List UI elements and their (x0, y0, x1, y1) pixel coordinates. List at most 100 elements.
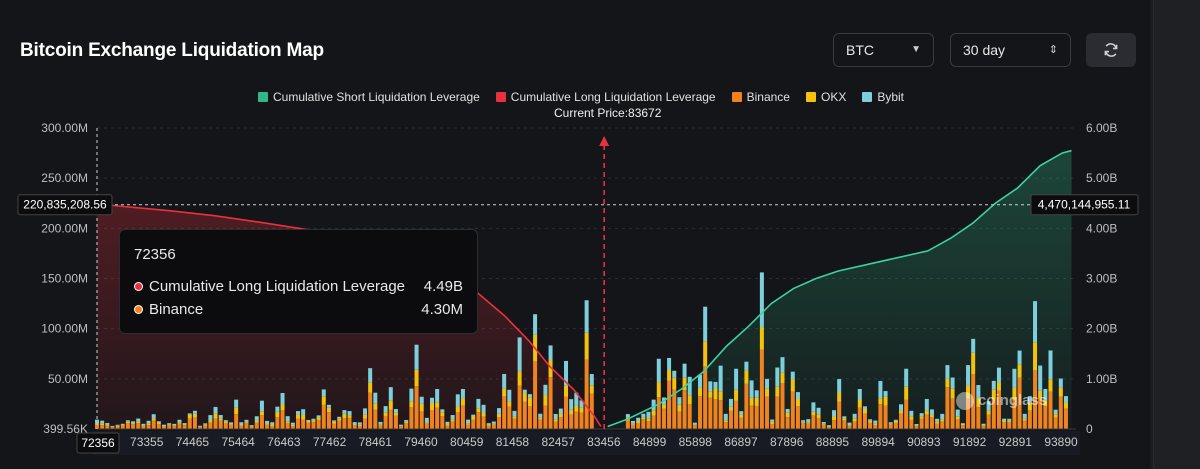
bar-segment-bybit (651, 399, 656, 411)
crosshair-overlay: 220,835,208.56 4,470,144,955.11 72356 (17, 128, 1139, 454)
bar-segment-bybit (569, 399, 574, 410)
bar-segment-binance (971, 374, 976, 429)
bar-segment-bybit (435, 388, 440, 403)
bar-segment-binance (667, 380, 672, 429)
bar-segment-bybit (1022, 413, 1027, 419)
axes: 300.00M 250.00M 200.00M 150.00M 100.00M 50.00… (41, 121, 1117, 455)
bar-segment-bybit (100, 420, 105, 424)
bar-segment-binance (352, 425, 357, 429)
legend-swatch-long (495, 92, 506, 102)
bar-segment-bybit (218, 415, 223, 419)
bar-segment-okx (229, 423, 234, 425)
bar-segment-binance (868, 422, 873, 429)
bar-segment-okx (553, 419, 558, 422)
bar-segment-okx (955, 416, 960, 420)
bar-segment-okx (316, 417, 321, 421)
bar-segment-binance (471, 419, 476, 429)
coin-select[interactable]: BTC ▼ (833, 33, 934, 67)
legend-item-short[interactable]: Cumulative Short Liquidation Leverage (258, 90, 480, 104)
bar-segment-binance (115, 426, 120, 429)
legend-item-bybit[interactable]: Bybit (862, 90, 904, 104)
bar-segment-bybit (929, 409, 934, 415)
bar-segment-okx (1002, 420, 1007, 423)
bar-segment-okx (326, 407, 331, 413)
bar-segment-okx (816, 414, 821, 418)
x-axis-tick: 76463 (267, 435, 301, 449)
bar-segment-okx (218, 418, 223, 421)
bar-segment-okx (579, 407, 584, 413)
bar-segment-binance (259, 415, 264, 429)
watermark: coinglass (956, 392, 1047, 411)
bar-segment-okx (899, 410, 904, 414)
bar-segment-okx (811, 411, 816, 416)
bar-segment-bybit (734, 368, 739, 390)
bar-segment-okx (455, 406, 460, 413)
bar-segment-binance (955, 419, 960, 429)
bar-segment-bybit (682, 363, 687, 378)
bar-segment-binance (218, 420, 223, 429)
x-axis-tick: 89894 (861, 435, 895, 449)
x-axis-tick: 86897 (724, 435, 758, 449)
bar-segment-okx (115, 425, 120, 427)
bar-segment-okx (342, 413, 347, 419)
crosshair-left-value: 220,835,208.56 (23, 198, 107, 212)
bar-segment-bybit (919, 413, 924, 417)
legend-item-long[interactable]: Cumulative Long Liquidation Leverage (495, 90, 716, 104)
bar-segment-okx (352, 424, 357, 426)
bar-segment-binance (904, 399, 909, 429)
bar-segment-okx (589, 385, 594, 394)
bar-segment-okx (832, 416, 837, 421)
bar-segment-binance (208, 422, 213, 429)
bar-segment-binance (249, 426, 254, 429)
bar-segment-binance (342, 418, 347, 429)
bar-segment-okx (991, 389, 996, 400)
bar-segment-okx (631, 423, 636, 425)
legend-item-okx[interactable]: OKX (805, 90, 846, 104)
refresh-button[interactable] (1086, 33, 1136, 67)
bar-segment-binance (486, 425, 491, 429)
bar-segment-bybit (847, 422, 852, 426)
bar-segment-bybit (713, 381, 718, 389)
bar-segment-binance (960, 425, 965, 429)
chart-legend: Cumulative Short Liquidation Leverage Cu… (258, 89, 920, 105)
x-axis-tick: 88895 (816, 435, 850, 449)
bar-segment-binance (481, 416, 486, 429)
bar-segment-okx (672, 377, 677, 390)
bar-segment-bybit (146, 420, 151, 424)
bar-segment-binance (538, 419, 543, 429)
bar-segment-okx (162, 426, 167, 427)
bar-segment-binance (321, 404, 326, 429)
bar-segment-bybit (914, 423, 919, 426)
bar-segment-binance (837, 401, 842, 429)
bar-segment-binance (950, 398, 955, 429)
bar-segment-okx (739, 414, 744, 418)
bar-segment-binance (878, 404, 883, 429)
bar-segment-bybit (466, 419, 471, 424)
bar-segment-binance (424, 423, 429, 429)
bar-segment-binance (311, 422, 316, 429)
bar-segment-okx (399, 426, 404, 427)
bar-segment-bybit (837, 379, 842, 393)
bar-segment-okx (868, 420, 873, 423)
bar-segment-binance (821, 424, 826, 429)
bar-segment-bybit (450, 415, 455, 420)
bar-segment-bybit (424, 417, 429, 423)
x-axis-tick: 82457 (541, 435, 575, 449)
bar-segment-okx (466, 423, 471, 425)
bar-segment-binance (914, 426, 919, 429)
bar-segment-okx (460, 398, 465, 406)
bar-segment-okx (981, 425, 986, 426)
bar-segment-binance (759, 349, 764, 429)
period-select[interactable]: 30 day ⇕ (950, 33, 1071, 67)
bar-segment-bybit (234, 399, 239, 408)
bar-segment-binance (198, 427, 203, 429)
bar-segment-okx (888, 423, 893, 425)
bar-segment-okx (656, 382, 661, 398)
bar-segment-okx (929, 414, 934, 418)
bar-segment-binance (754, 405, 759, 429)
legend-item-binance[interactable]: Binance (731, 90, 790, 104)
bar-segment-okx (935, 421, 940, 424)
bar-segment-okx (538, 417, 543, 420)
bar-segment-bybit (131, 421, 136, 424)
bar-segment-okx (713, 388, 718, 400)
